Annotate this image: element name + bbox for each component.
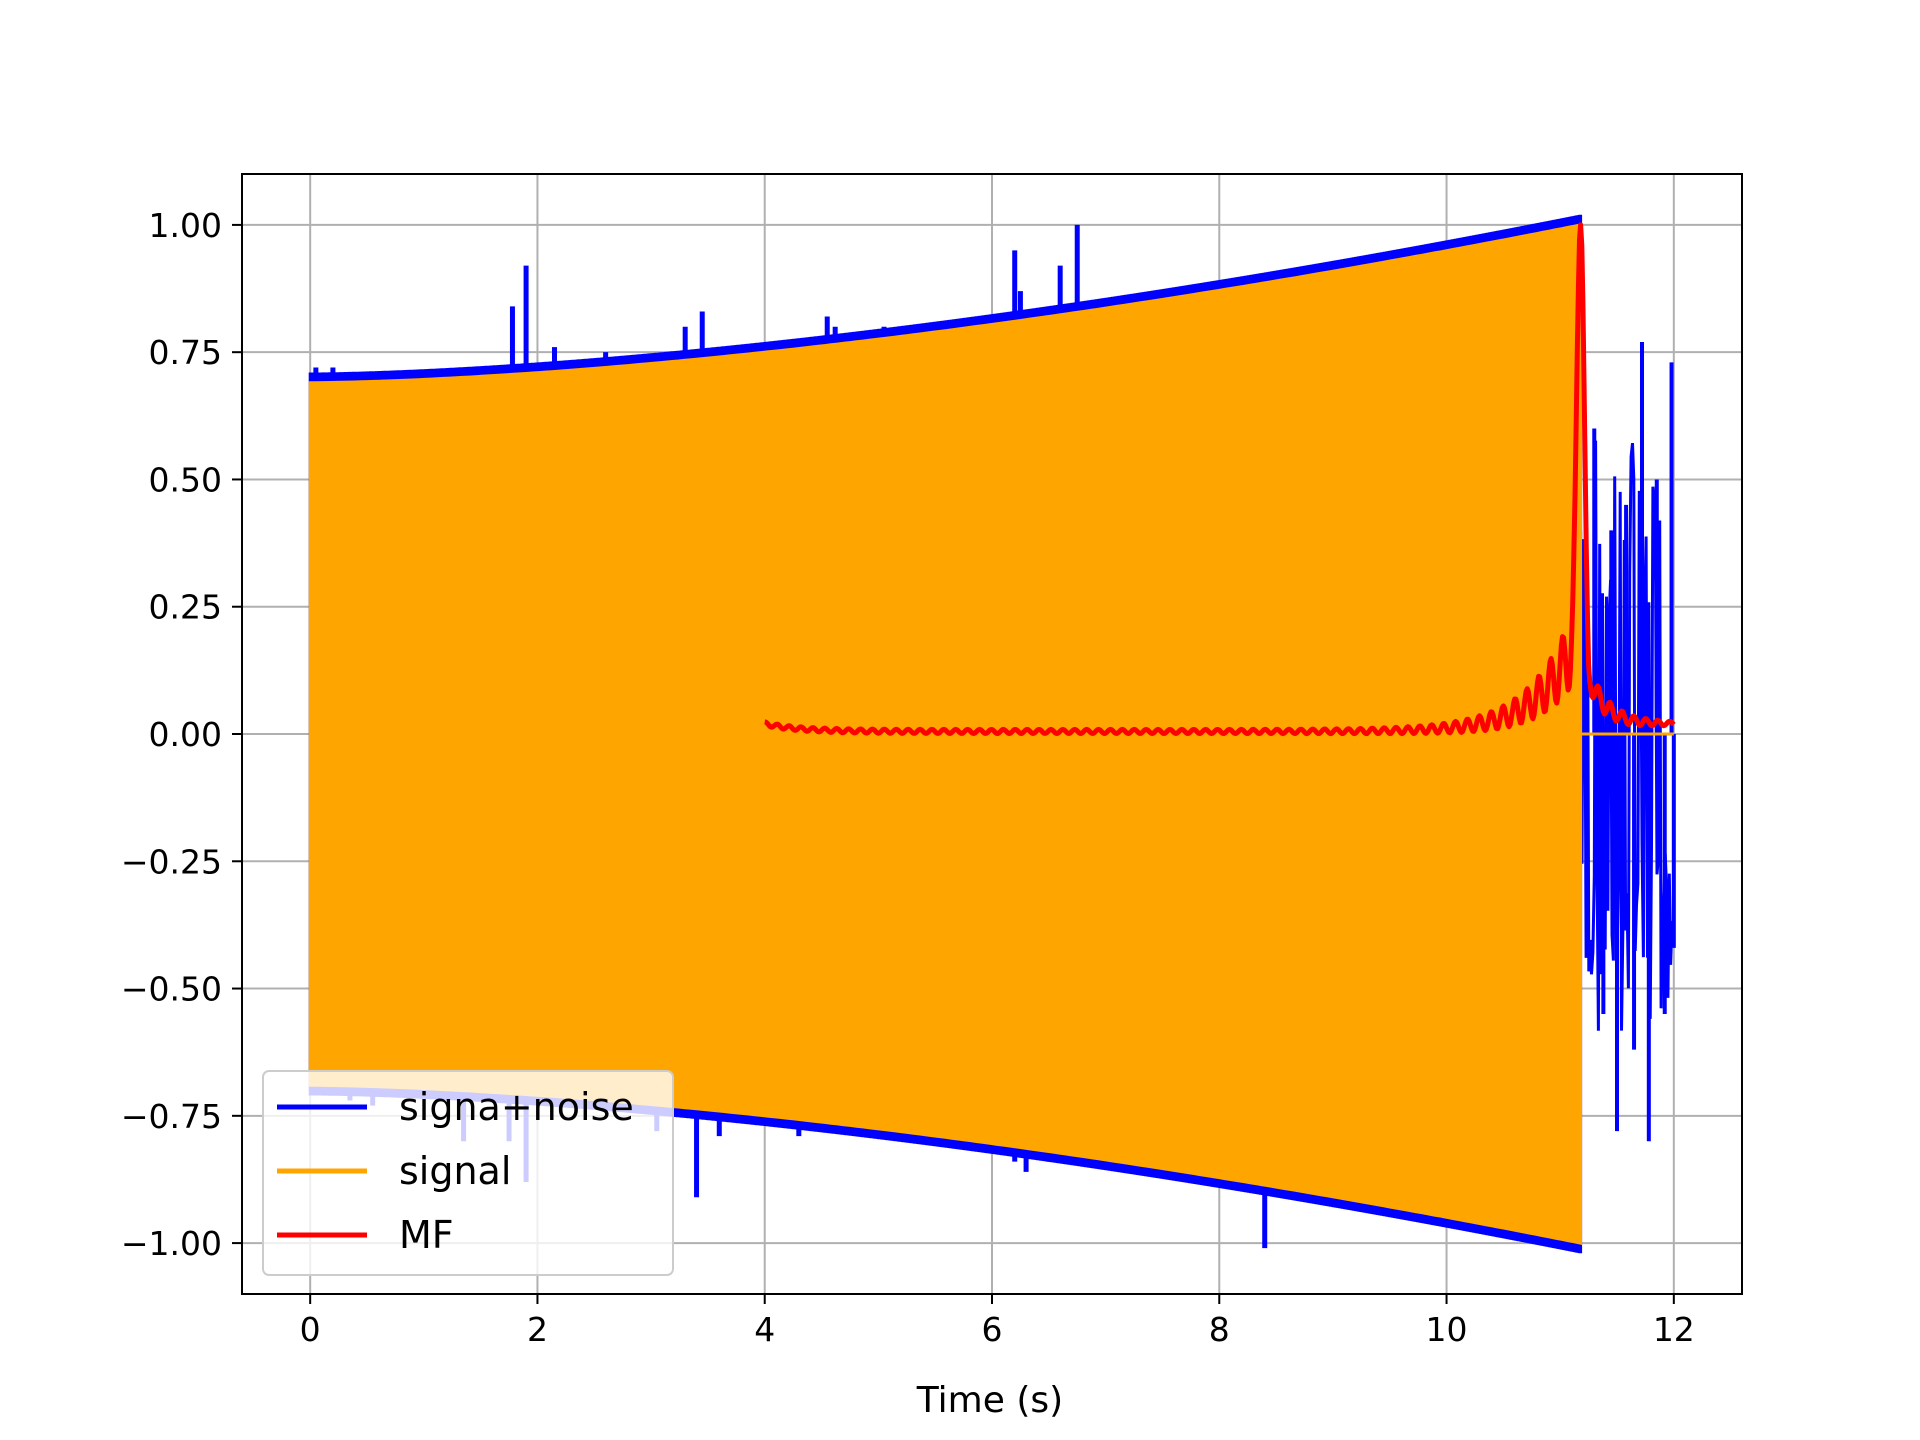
y-tick-label: 0.75 — [149, 333, 222, 372]
y-tick-label: −1.00 — [121, 1224, 222, 1263]
y-tick-label: −0.50 — [121, 970, 222, 1009]
y-tick-label: 1.00 — [149, 206, 222, 245]
series-mf — [763, 222, 1676, 737]
series-layer — [308, 214, 1676, 1254]
y-tick-label: 0.00 — [149, 715, 222, 754]
x-tick-label: 2 — [527, 1310, 548, 1349]
legend-box — [262, 1070, 674, 1276]
y-tick-label: −0.75 — [121, 1097, 222, 1136]
y-tick-label: −0.25 — [121, 842, 222, 881]
x-axis-label: Time (s) — [916, 1380, 1063, 1421]
x-tick-label: 6 — [982, 1310, 1003, 1349]
legend-label: signa+noise — [399, 1085, 634, 1129]
x-axis: 0 2 4 6 8 10 12 — [300, 1294, 1695, 1349]
signal-envelope — [308, 223, 1583, 1245]
mf-line — [763, 222, 1676, 737]
legend: signa+noise signal MF — [262, 1070, 674, 1276]
legend-label: signal — [399, 1149, 511, 1193]
y-tick-label: 0.25 — [149, 588, 222, 627]
y-tick-label: 0.50 — [149, 460, 222, 499]
x-tick-label: 4 — [754, 1310, 775, 1349]
x-tick-label: 0 — [300, 1310, 321, 1349]
series-signal — [308, 223, 1674, 1245]
y-axis: 1.00 0.75 0.50 0.25 0.00 −0.25 −0.50 −0.75 −1.00 — [121, 206, 242, 1263]
legend-label: MF — [399, 1213, 454, 1257]
x-tick-label: 12 — [1653, 1310, 1695, 1349]
x-tick-label: 10 — [1426, 1310, 1468, 1349]
x-tick-label: 8 — [1209, 1310, 1230, 1349]
